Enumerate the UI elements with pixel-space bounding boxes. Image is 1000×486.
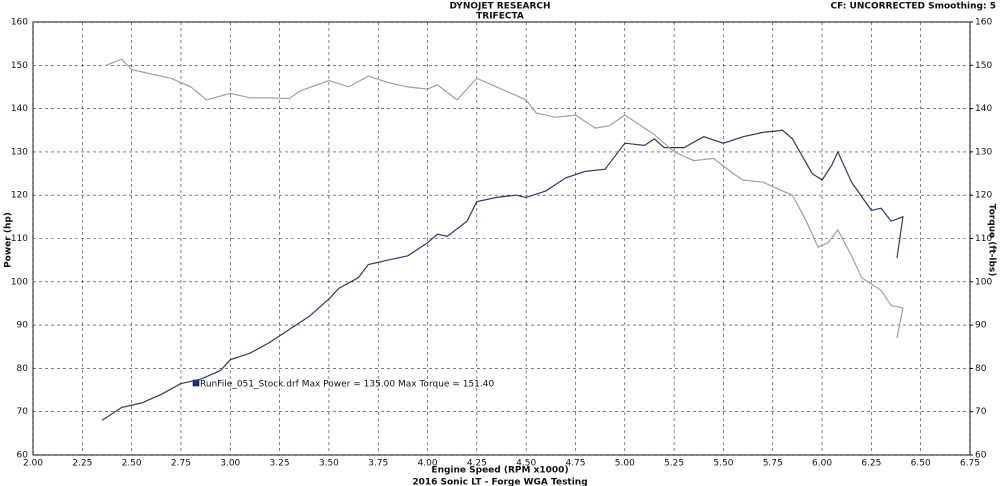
x-tick-label: 2.50 [122, 459, 142, 469]
y2-tick-label: 80 [975, 364, 987, 374]
y-tick-label: 110 [11, 234, 28, 244]
x-tick-label: 2.75 [171, 459, 191, 469]
x-tick-label: 5.00 [615, 459, 635, 469]
chart-title: DYNOJET RESEARCH [449, 2, 550, 12]
y-tick-label: 150 [11, 61, 28, 71]
x-tick-label: 6.00 [812, 459, 832, 469]
y2-tick-label: 160 [975, 18, 992, 28]
y-tick-label: 160 [11, 18, 28, 28]
series-line [101, 129, 904, 421]
x-tick-label: 4.25 [467, 459, 487, 469]
footer: 2016 Sonic LT - Forge WGA Testing [412, 478, 587, 486]
y2-tick-label: 100 [975, 277, 992, 287]
y-tick-label: 120 [11, 191, 28, 201]
x-axis-label: Engine Speed (RPM x1000) [431, 466, 568, 476]
x-tick-label: 2.25 [72, 459, 92, 469]
y-axis-label: Power (hp) [4, 212, 14, 268]
annotation: RunFile_051_Stock.drf Max Power = 135.00… [200, 380, 494, 390]
x-tick-label: 5.50 [713, 459, 733, 469]
chart-subtitle: TRIFECTA [476, 12, 524, 22]
x-tick-label: 2.00 [23, 459, 43, 469]
y2-tick-label: 150 [975, 61, 992, 71]
x-tick-label: 5.25 [664, 459, 684, 469]
x-tick-label: 4.75 [565, 459, 585, 469]
y-tick-label: 90 [17, 321, 29, 331]
x-tick-label: 6.75 [960, 459, 980, 469]
x-tick-label: 3.25 [270, 459, 290, 469]
x-tick-label: 4.00 [418, 459, 438, 469]
y2-tick-label: 110 [975, 234, 992, 244]
y-tick-label: 70 [17, 407, 29, 417]
y2-tick-label: 70 [975, 407, 987, 417]
y2-axis-label: Torque (ft-lbs) [987, 204, 997, 277]
x-tick-label: 6.25 [861, 459, 881, 469]
x-tick-label: 3.00 [220, 459, 240, 469]
y2-tick-label: 130 [975, 147, 992, 157]
x-tick-label: 3.50 [319, 459, 339, 469]
x-tick-label: 5.75 [763, 459, 783, 469]
corner-note: CF: UNCORRECTED Smoothing: 5 [831, 2, 996, 12]
y2-tick-label: 60 [975, 451, 987, 461]
y-tick-label: 60 [17, 451, 29, 461]
y2-tick-label: 120 [975, 191, 992, 201]
x-tick-label: 3.75 [368, 459, 388, 469]
y2-tick-label: 140 [975, 104, 992, 114]
y2-tick-label: 90 [975, 321, 987, 331]
y-tick-label: 140 [11, 104, 28, 114]
x-tick-label: 6.50 [911, 459, 931, 469]
x-tick-label: 4.50 [516, 459, 536, 469]
y-tick-label: 100 [11, 277, 28, 287]
y-tick-label: 80 [17, 364, 29, 374]
y-tick-label: 130 [11, 147, 28, 157]
series-line [105, 58, 904, 339]
